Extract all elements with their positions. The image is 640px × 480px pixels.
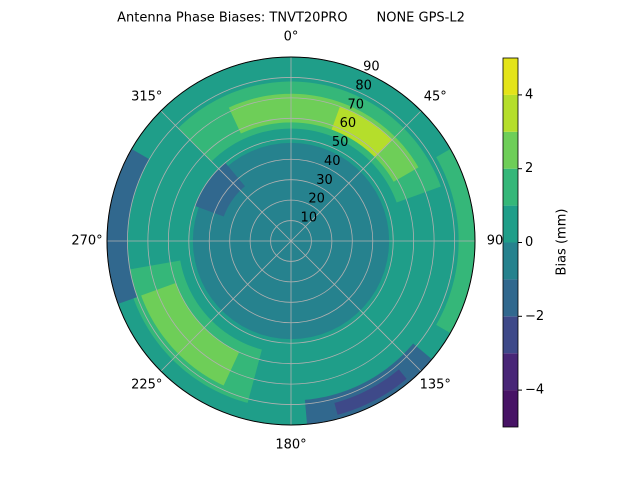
colorbar-tick-label: 4 [525, 87, 533, 102]
colorbar-band [503, 316, 518, 354]
chart-title: Antenna Phase Biases: TNVT20PRO NONE GPS… [117, 11, 465, 26]
contour-region [141, 282, 240, 386]
radial-tick-label: 60 [340, 116, 357, 131]
contour-region [228, 93, 419, 182]
angular-tick-label: 90 [487, 234, 504, 249]
angular-tick-label: 0° [284, 30, 299, 45]
colorbar-tick-label: −4 [525, 383, 544, 398]
radial-tick-label: 40 [324, 154, 341, 169]
colorbar-label: Bias (mm) [555, 209, 570, 276]
colorbar-tick-label: 0 [525, 235, 533, 250]
radial-tick-label: 20 [308, 192, 325, 207]
angular-grid [290, 240, 422, 372]
colorbar-tick-label: −2 [525, 309, 544, 324]
colorbar-band [503, 279, 518, 317]
angular-tick-label: 225° [131, 378, 162, 393]
contour-region [107, 149, 150, 304]
contour-region [194, 162, 245, 217]
radial-tick-label: 90 [363, 60, 380, 75]
polar-frame [106, 56, 476, 426]
radial-tick-label: 10 [301, 211, 318, 226]
angular-tick-label: 270° [71, 234, 102, 249]
colorbar-band [503, 242, 518, 280]
angular-grid [290, 110, 422, 242]
colorbar-tick-label: 2 [525, 161, 533, 176]
colorbar-band [503, 94, 518, 132]
contour-region [331, 106, 393, 158]
radial-tick-label: 50 [332, 135, 349, 150]
colorbar-band [503, 131, 518, 169]
colorbar-band [503, 353, 518, 391]
colorbar-band [503, 205, 518, 243]
colorbar-band [503, 168, 518, 206]
contour-region [334, 369, 407, 415]
radial-tick-label: 30 [316, 173, 333, 188]
colorbar-band [503, 58, 518, 95]
radial-tick-label: 70 [347, 97, 364, 112]
colorbar-band [503, 390, 518, 427]
angular-grid [160, 240, 292, 372]
radial-tick-label: 80 [355, 78, 372, 93]
angular-tick-label: 45° [424, 89, 447, 104]
angular-tick-label: 135° [420, 378, 451, 393]
angular-tick-label: 315° [131, 89, 162, 104]
angular-tick-label: 180° [275, 438, 306, 453]
angular-grid [160, 110, 292, 242]
contour-region [436, 149, 475, 333]
